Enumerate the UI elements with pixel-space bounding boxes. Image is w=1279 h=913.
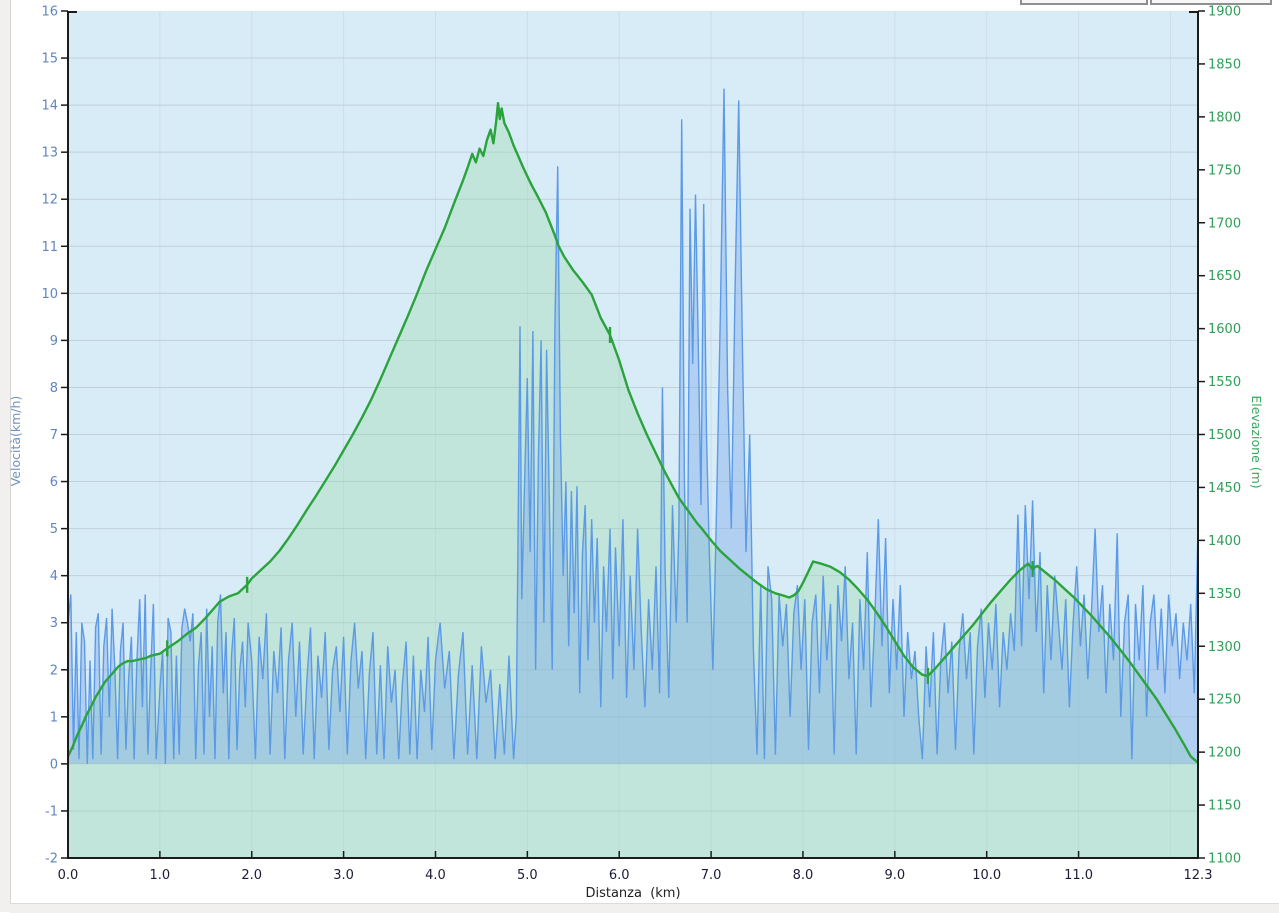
right-axis-tick-label: 1100 — [1208, 852, 1241, 867]
velocity-line — [67, 88, 1199, 764]
x-axis-tick-label: 7.0 — [701, 868, 722, 883]
left-axis-tick-label: 15 — [41, 52, 58, 67]
right-axis-tick-label: 1850 — [1208, 57, 1241, 72]
right-axis-tick-label: 1550 — [1208, 375, 1241, 390]
x-axis-tick-label: 5.0 — [517, 868, 538, 883]
left-axis-tick-label: -1 — [45, 804, 58, 819]
window-bottom-strip — [10, 903, 1279, 913]
left-axis-tick-label: -2 — [45, 852, 58, 867]
right-axis-tick-label: 1200 — [1208, 746, 1241, 761]
x-axis-tick-label: 2.0 — [241, 868, 262, 883]
x-axis-tick-label: 11.0 — [1064, 868, 1093, 883]
left-axis-tick-label: 4 — [50, 569, 58, 584]
x-axis-tick-label: 8.0 — [793, 868, 814, 883]
left-axis-tick-label: 13 — [41, 146, 58, 161]
right-axis-tick-label: 1350 — [1208, 587, 1241, 602]
left-axis-tick-label: 10 — [41, 287, 58, 302]
left-axis-tick-label: 0 — [50, 757, 58, 772]
toolbar-button-partial-left[interactable] — [1020, 0, 1148, 5]
right-axis-tick-label: 1600 — [1208, 322, 1241, 337]
left-axis-tick-label: 12 — [41, 193, 58, 208]
x-axis-tick-label: 9.0 — [884, 868, 905, 883]
elevation-line — [66, 101, 1199, 764]
window-left-panel-edge — [0, 0, 11, 912]
axis-frame — [67, 11, 1199, 859]
x-axis-tick-label: 6.0 — [609, 868, 630, 883]
left-axis-tick-label: 2 — [50, 663, 58, 678]
left-axis-tick-label: 7 — [50, 428, 58, 443]
left-axis-tick-label: 11 — [41, 240, 58, 255]
right-axis-tick-label: 1300 — [1208, 640, 1241, 655]
right-axis-tick-label: 1150 — [1208, 799, 1241, 814]
right-axis-tick-label: 1450 — [1208, 481, 1241, 496]
left-axis-tick-label: 5 — [50, 522, 58, 537]
x-axis-tick-label: 12.3 — [1184, 868, 1213, 883]
left-axis-title: Velocità(km/h) — [8, 396, 23, 487]
left-axis-tick-label: 14 — [41, 99, 58, 114]
left-axis-tick-label: 8 — [50, 381, 58, 396]
x-axis-tick-label: 3.0 — [333, 868, 354, 883]
toolbar-button-partial-right[interactable] — [1150, 0, 1272, 5]
left-axis-tick-label: 9 — [50, 334, 58, 349]
left-axis-tick-label: 16 — [41, 5, 58, 20]
right-axis-title: Elevazione (m) — [1249, 395, 1264, 488]
x-axis-title: Distanza (km) — [585, 886, 680, 901]
right-axis-tick-label: 1650 — [1208, 269, 1241, 284]
right-axis-tick-label: 1250 — [1208, 693, 1241, 708]
right-axis-tick-label: 1500 — [1208, 428, 1241, 443]
right-axis-tick-label: 1800 — [1208, 110, 1241, 125]
x-axis-tick-label: 4.0 — [425, 868, 446, 883]
x-axis-tick-label: 0.0 — [58, 868, 79, 883]
left-axis-tick-label: 1 — [50, 710, 58, 725]
right-axis-tick-label: 1750 — [1208, 163, 1241, 178]
left-axis-tick-label: 3 — [50, 616, 58, 631]
x-axis-tick-label: 10.0 — [972, 868, 1001, 883]
right-axis-tick-label: 1700 — [1208, 216, 1241, 231]
left-axis-tick-label: 6 — [50, 475, 58, 490]
x-axis-tick-label: 1.0 — [150, 868, 171, 883]
right-axis-tick-label: 1900 — [1208, 5, 1241, 20]
right-axis-tick-label: 1400 — [1208, 534, 1241, 549]
